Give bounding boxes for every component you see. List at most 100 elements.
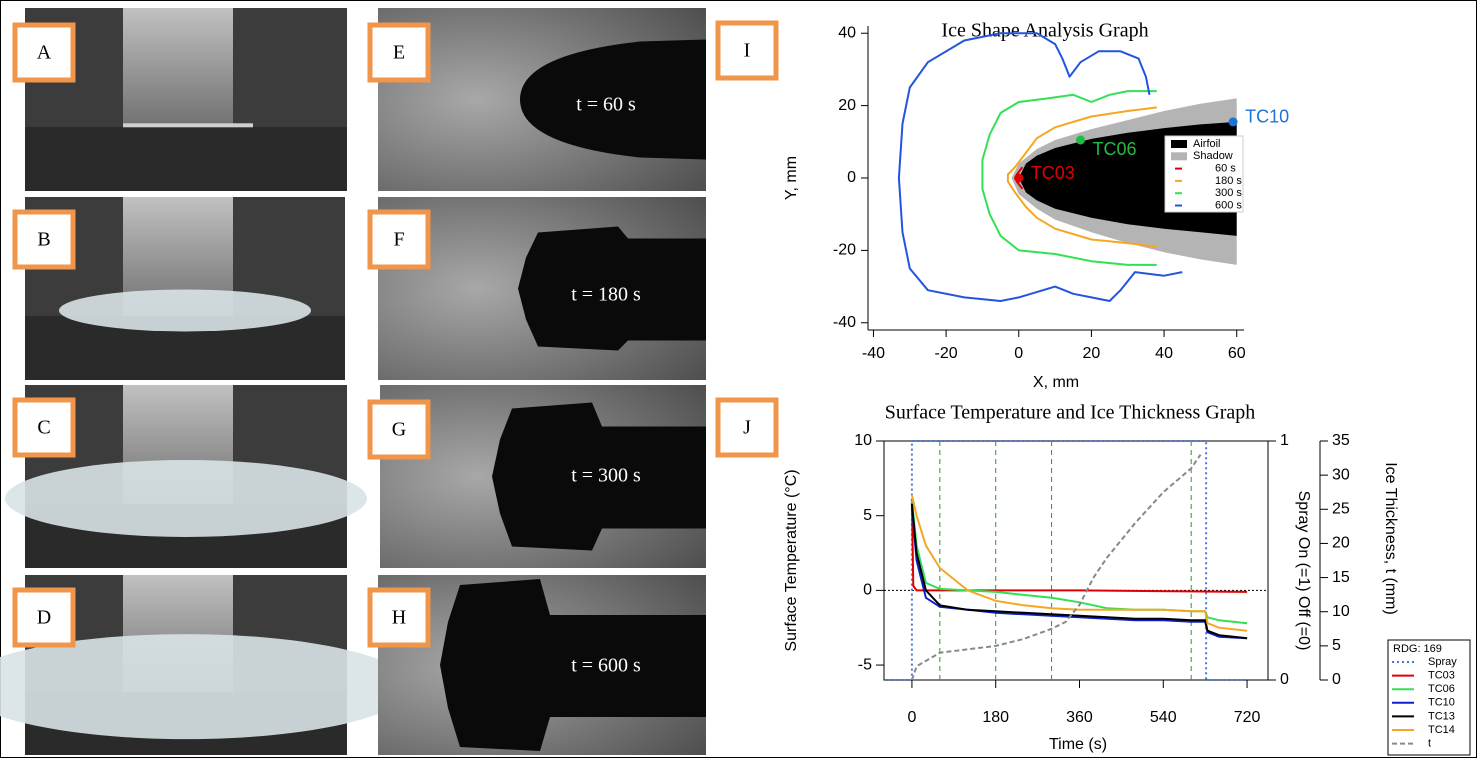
panel-label: F <box>393 229 404 251</box>
panel-label-box <box>715 20 779 81</box>
series-line <box>886 440 1248 681</box>
legend-title: RDG: 169 <box>1393 643 1442 655</box>
panel-label: C <box>37 417 50 439</box>
y-tick-label: -5 <box>858 656 872 673</box>
x-tick-label: 180 <box>982 709 1009 726</box>
legend-label: 600 s <box>1215 199 1242 211</box>
y-tick-label: -40 <box>833 314 856 331</box>
series-line <box>910 500 1248 593</box>
y3-tick-label: 15 <box>1332 569 1350 586</box>
panel-label-box <box>12 22 76 83</box>
x-tick-label: -40 <box>862 345 885 362</box>
y2-axis-label: Spray On (=1) Off (=0) <box>1295 491 1312 651</box>
legend-box <box>1164 135 1244 213</box>
legend-swatch <box>1171 140 1187 148</box>
photo-caption: t = 300 s <box>571 465 641 487</box>
y3-tick-label: 25 <box>1332 501 1350 518</box>
y3-tick-label: 30 <box>1332 466 1350 483</box>
legend-label: TC03 <box>1428 670 1455 682</box>
legend-swatch <box>1171 152 1187 161</box>
contour-line <box>897 32 1183 302</box>
y-axis-label: Y, mm <box>783 156 800 200</box>
panel-label: J <box>743 417 751 439</box>
panel-label: A <box>37 42 52 64</box>
panel-label: H <box>392 607 406 629</box>
legend-label: TC06 <box>1428 683 1455 695</box>
y3-tick-label: 0 <box>1332 671 1341 688</box>
legend-label: TC13 <box>1428 710 1455 722</box>
point-label: TC10 <box>1245 107 1289 127</box>
panel-label-box <box>12 209 76 270</box>
y3-tick-label: 5 <box>1332 637 1341 654</box>
y-tick-label: -20 <box>833 242 856 259</box>
legend-label: Shadow <box>1193 150 1233 162</box>
y-axis-label: Surface Temperature (°C) <box>783 469 800 651</box>
x-tick-label: 540 <box>1150 709 1177 726</box>
photo-airfoil <box>520 39 706 160</box>
photo-ice <box>5 459 367 537</box>
panel-label: B <box>37 229 50 251</box>
panel-label-box <box>12 587 76 648</box>
x-tick-label: 20 <box>1083 345 1101 362</box>
legend-label: Spray <box>1428 656 1457 668</box>
legend-box <box>1387 639 1471 756</box>
legend-label: TC10 <box>1428 697 1455 709</box>
point <box>1228 117 1238 127</box>
panel-label: D <box>37 607 51 629</box>
y-tick-label: 10 <box>854 432 872 449</box>
y-tick-label: 0 <box>847 169 856 186</box>
panel-label: G <box>392 419 406 441</box>
contour-line <box>981 90 1157 266</box>
photo-caption: t = 60 s <box>576 94 636 116</box>
photo-ice <box>59 289 311 332</box>
legend-label: 300 s <box>1215 187 1242 199</box>
photo-airfoil <box>492 402 706 551</box>
y3-tick-label: 10 <box>1332 603 1350 620</box>
y3-tick-label: 35 <box>1332 432 1350 449</box>
x-tick-label: 40 <box>1155 345 1173 362</box>
legend-label: 180 s <box>1215 175 1242 187</box>
panel-label: E <box>393 42 405 64</box>
panel-label: I <box>744 40 751 62</box>
x-tick-label: 720 <box>1234 709 1261 726</box>
plot-frame <box>883 440 1269 681</box>
series-line <box>910 494 1248 632</box>
x-tick-label: -20 <box>935 345 958 362</box>
legend-label: Airfoil <box>1193 138 1221 150</box>
point <box>1076 135 1086 145</box>
x-tick-label: 0 <box>1014 345 1023 362</box>
y-tick-label: 0 <box>863 582 872 599</box>
y3-tick-label: 20 <box>1332 535 1350 552</box>
panel-label-box <box>367 209 431 270</box>
point <box>1014 173 1024 183</box>
legend-label: 60 s <box>1215 163 1236 175</box>
contour-line <box>1006 106 1157 248</box>
series-line <box>910 454 1202 681</box>
panel-label-box <box>715 397 779 458</box>
y-tick-label: 20 <box>838 97 856 114</box>
legend-label: TC14 <box>1428 724 1455 736</box>
photo-airfoil <box>440 579 706 751</box>
y3-axis-label: Ice Thickness, t (mm) <box>1382 462 1399 615</box>
x-tick-label: 0 <box>907 709 916 726</box>
panel-label-box <box>12 397 76 458</box>
panel-label-box <box>367 22 431 83</box>
chart-title: Surface Temperature and Ice Thickness Gr… <box>885 402 1255 424</box>
x-axis-label: X, mm <box>1033 374 1079 391</box>
photo-gap <box>123 8 233 127</box>
photo-airfoil <box>518 226 706 351</box>
point-label: TC03 <box>1031 163 1075 183</box>
series-line <box>910 506 1248 640</box>
photo-caption: t = 180 s <box>571 284 641 306</box>
x-tick-label: 360 <box>1066 709 1093 726</box>
panel-label-box <box>367 587 431 648</box>
x-axis-label: Time (s) <box>1049 736 1107 753</box>
photo-floor <box>25 126 347 191</box>
series-line <box>910 503 1248 640</box>
y-tick-label: 5 <box>863 507 872 524</box>
photo-ice <box>123 123 253 128</box>
y-tick-label: 40 <box>838 24 856 41</box>
photo-ice <box>0 634 411 740</box>
panel-label-box <box>367 399 431 460</box>
